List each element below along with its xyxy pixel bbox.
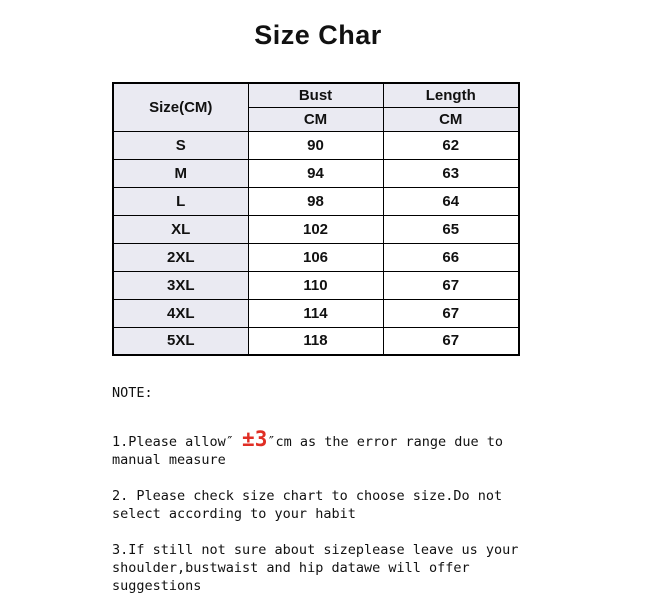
table-unit-row: CM CM	[113, 106, 520, 132]
size-cell: L	[112, 186, 249, 216]
unit-cell-bust: CM	[247, 106, 384, 132]
bust-cell: 90	[247, 130, 384, 160]
table-row-l: L 98 64	[112, 186, 520, 216]
length-cell: 66	[382, 242, 520, 272]
notes-section: NOTE: 1.Please allow″ ±3″cm as the error…	[112, 366, 592, 593]
size-cell: M	[112, 158, 249, 188]
length-cell: 67	[382, 298, 520, 328]
table-row-s: S 90 62	[112, 130, 520, 160]
size-cell: 3XL	[112, 270, 249, 300]
table-row-5xl: 5XL 118 67	[112, 326, 520, 356]
table-row-xl: XL 102 65	[112, 214, 520, 244]
length-cell: 62	[382, 130, 520, 160]
bust-cell: 114	[247, 298, 384, 328]
table-header-row: Size(CM) Bust Length	[112, 82, 520, 132]
bust-cell: 102	[247, 214, 384, 244]
notes-heading: NOTE:	[112, 385, 153, 401]
page-title: Size Char	[254, 20, 382, 50]
table-row-3xl: 3XL 110 67	[112, 270, 520, 300]
column-header-length: Length	[382, 82, 520, 108]
note-1-tolerance-value: ±3	[242, 427, 268, 451]
note-1-suffix: ″cm as the error range due to manual mea…	[112, 434, 504, 468]
table-row-m: M 94 63	[112, 158, 520, 188]
note-2: 2. Please check size chart to choose siz…	[112, 488, 503, 522]
bust-cell: 94	[247, 158, 384, 188]
size-cell: 2XL	[112, 242, 249, 272]
table-row-4xl: 4XL 114 67	[112, 298, 520, 328]
length-cell: 64	[382, 186, 520, 216]
size-cell: XL	[112, 214, 249, 244]
note-3: 3.If still not sure about sizeplease lea…	[112, 542, 519, 593]
length-cell: 63	[382, 158, 520, 188]
note-1: 1.Please allow″ ±3″cm as the error range…	[112, 427, 592, 469]
bust-cell: 98	[247, 186, 384, 216]
length-cell: 67	[382, 270, 520, 300]
bust-cell: 106	[247, 242, 384, 272]
length-cell: 67	[382, 326, 520, 356]
table-row-2xl: 2XL 106 66	[112, 242, 520, 272]
size-cell: S	[112, 130, 249, 160]
column-header-size: Size(CM)	[112, 82, 249, 132]
bust-cell: 118	[247, 326, 384, 356]
size-cell: 4XL	[112, 298, 249, 328]
length-cell: 65	[382, 214, 520, 244]
note-1-prefix: 1.Please allow″	[112, 434, 243, 450]
column-header-bust: Bust	[247, 82, 384, 108]
unit-cell-length: CM	[382, 106, 520, 132]
bust-cell: 110	[247, 270, 384, 300]
size-cell: 5XL	[112, 326, 249, 356]
size-table: Size(CM) Bust Length CM CM S 90 62 M 94 …	[112, 82, 520, 356]
